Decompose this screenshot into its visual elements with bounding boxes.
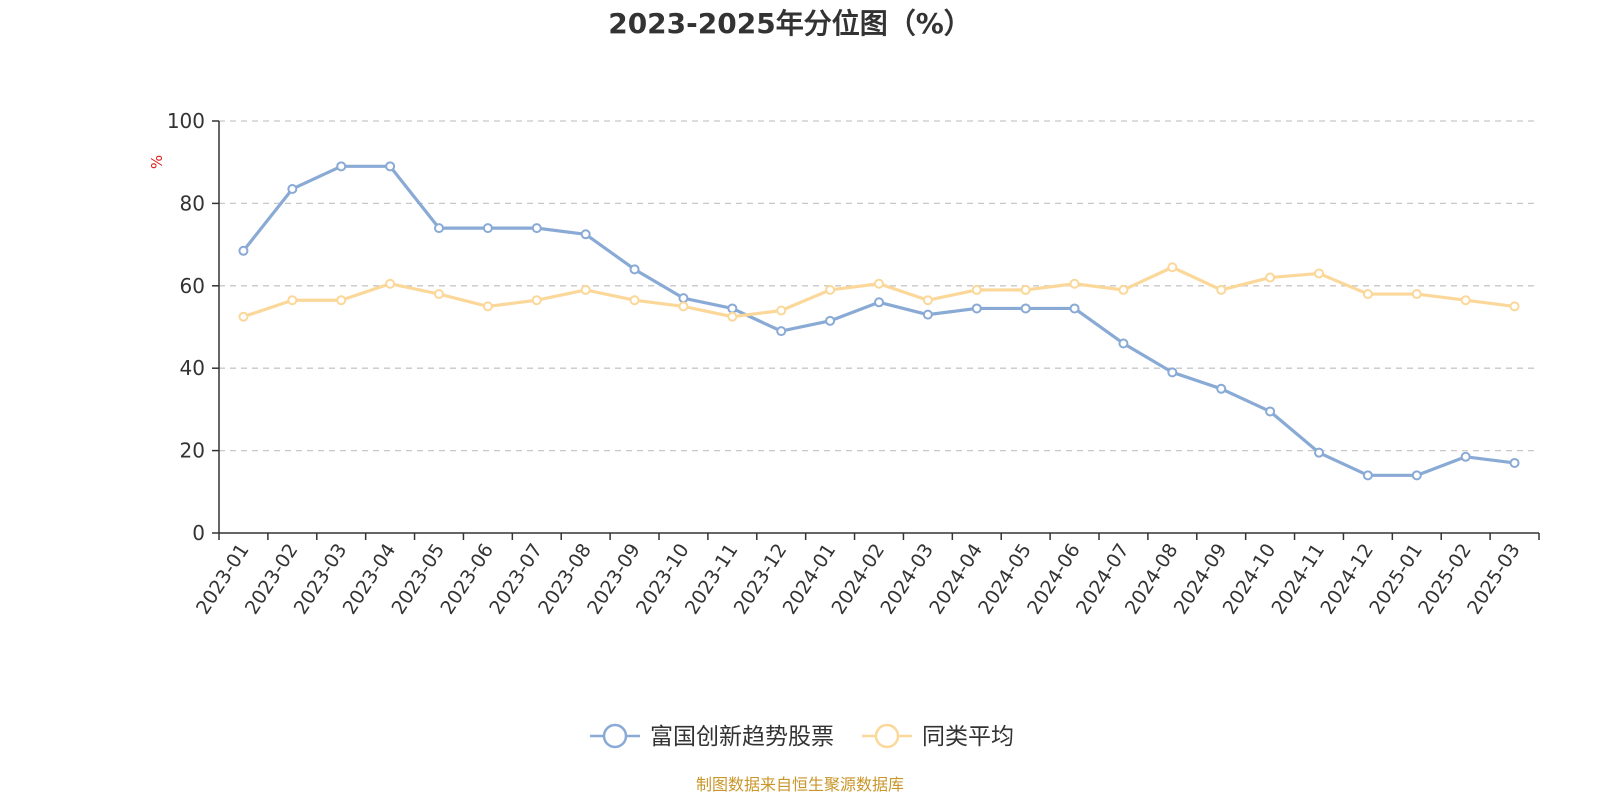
data-point[interactable]: [678, 301, 689, 312]
data-point[interactable]: [1216, 284, 1227, 295]
data-point[interactable]: [1020, 303, 1031, 314]
data-point[interactable]: [385, 278, 396, 289]
y-tick-labels: 0 20 40 60 80 100: [167, 109, 205, 545]
data-point[interactable]: [1460, 451, 1471, 462]
series-line: [241, 265, 1517, 319]
data-point[interactable]: [922, 295, 933, 306]
legend-label: 富国创新趋势股票: [650, 724, 834, 750]
y-tick-label: 20: [180, 439, 205, 463]
data-point[interactable]: [385, 161, 396, 172]
data-point[interactable]: [1460, 295, 1471, 306]
data-point[interactable]: [874, 297, 884, 308]
data-point[interactable]: [287, 295, 298, 306]
data-point[interactable]: [971, 303, 982, 314]
data-point[interactable]: [1167, 367, 1178, 378]
y-tick-label: 0: [192, 521, 205, 545]
data-point[interactable]: [1216, 383, 1227, 394]
data-point[interactable]: [922, 309, 933, 320]
data-point[interactable]: [971, 284, 982, 295]
legend-item-1[interactable]: 富国创新趋势股票: [590, 723, 834, 750]
data-point[interactable]: [1265, 406, 1276, 417]
data-point[interactable]: [1509, 457, 1520, 468]
data-point[interactable]: [336, 161, 347, 172]
data-point[interactable]: [1069, 278, 1080, 289]
data-point[interactable]: [434, 223, 444, 234]
legend-marker-icon: [602, 723, 628, 749]
data-point[interactable]: [1118, 338, 1129, 349]
y-tick-label: 40: [180, 356, 205, 380]
data-point[interactable]: [336, 295, 347, 306]
data-point[interactable]: [727, 303, 738, 314]
series-1: [238, 161, 1520, 481]
data-point[interactable]: [1411, 289, 1422, 300]
series-lines: [238, 161, 1520, 481]
chart-title: 2023-2025年分位图（%）: [608, 7, 972, 40]
series-2: [238, 262, 1520, 322]
data-point[interactable]: [580, 229, 591, 240]
data-point[interactable]: [1314, 447, 1324, 458]
data-source-note: 制图数据来自恒生聚源数据库: [696, 775, 904, 794]
data-point[interactable]: [727, 311, 738, 322]
y-tick-label: 60: [180, 274, 205, 298]
y-tick-label: 100: [167, 109, 205, 133]
data-point[interactable]: [1069, 303, 1080, 314]
data-point[interactable]: [825, 315, 836, 326]
data-point[interactable]: [1314, 268, 1324, 279]
data-point[interactable]: [531, 223, 542, 234]
y-axis-unit-label: %: [148, 155, 166, 169]
data-point[interactable]: [1509, 301, 1520, 312]
data-point[interactable]: [1265, 272, 1276, 283]
data-point[interactable]: [825, 284, 836, 295]
legend-label: 同类平均: [922, 724, 1014, 750]
data-point[interactable]: [238, 245, 249, 256]
legend[interactable]: 富国创新趋势股票 同类平均: [590, 723, 1014, 750]
axes: [212, 120, 1540, 540]
data-point[interactable]: [531, 295, 542, 306]
data-point[interactable]: [1362, 289, 1373, 300]
data-point[interactable]: [1411, 470, 1422, 481]
data-point[interactable]: [482, 223, 493, 234]
y-tick-label: 80: [180, 191, 205, 215]
data-point[interactable]: [238, 311, 249, 322]
data-point[interactable]: [1020, 284, 1031, 295]
legend-item-2[interactable]: 同类平均: [862, 723, 1014, 750]
x-tick-labels: 2023-012023-022023-032023-042023-052023-…: [192, 540, 1525, 619]
data-point[interactable]: [434, 289, 444, 300]
data-point[interactable]: [629, 295, 640, 306]
data-point[interactable]: [1167, 262, 1178, 273]
data-point[interactable]: [1362, 470, 1373, 481]
data-point[interactable]: [874, 278, 884, 289]
series-line: [241, 164, 1517, 477]
data-point[interactable]: [776, 326, 787, 337]
data-point[interactable]: [580, 284, 591, 295]
data-point[interactable]: [678, 293, 689, 304]
data-point[interactable]: [1118, 284, 1129, 295]
data-point[interactable]: [287, 183, 298, 194]
data-point[interactable]: [776, 305, 787, 316]
legend-marker-icon: [874, 723, 900, 749]
data-point[interactable]: [629, 264, 640, 275]
data-point[interactable]: [482, 301, 493, 312]
